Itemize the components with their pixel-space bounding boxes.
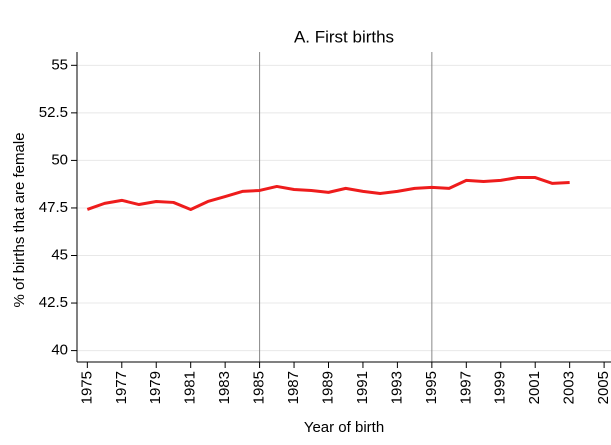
y-tick-label: 42.5: [39, 294, 68, 311]
x-axis-label: Year of birth: [304, 419, 384, 436]
x-tick-label: 1979: [147, 371, 164, 404]
y-tick-label: 52.5: [39, 104, 68, 121]
x-tick-label: 2001: [526, 371, 543, 404]
x-tick-label: 1977: [113, 371, 130, 404]
y-tick-label: 50: [51, 151, 68, 168]
y-tick-label: 40: [51, 342, 68, 359]
x-tick-label: 1995: [423, 371, 440, 404]
x-tick-label: 1999: [492, 371, 509, 404]
x-tick-label: 1983: [216, 371, 233, 404]
data-line: [86, 176, 570, 211]
x-tick-label: 2003: [561, 371, 578, 404]
x-tick-label: 1987: [285, 371, 302, 404]
y-tick-label: 45: [51, 246, 68, 263]
x-tick-label: 1993: [388, 371, 405, 404]
x-tick-label: 1989: [319, 371, 336, 404]
chart-title: A. First births: [294, 27, 394, 46]
x-tick-label: 1997: [457, 371, 474, 404]
y-tick-label: 47.5: [39, 199, 68, 216]
y-tick-label: 55: [51, 56, 68, 73]
x-tick-label: 1985: [251, 371, 268, 404]
x-tick-label: 1975: [78, 371, 95, 404]
x-tick-label: 1991: [354, 371, 371, 404]
x-tick-label: 2005: [595, 371, 611, 404]
y-axis-label: % of births that are female: [11, 132, 28, 307]
x-tick-label: 1981: [182, 371, 199, 404]
